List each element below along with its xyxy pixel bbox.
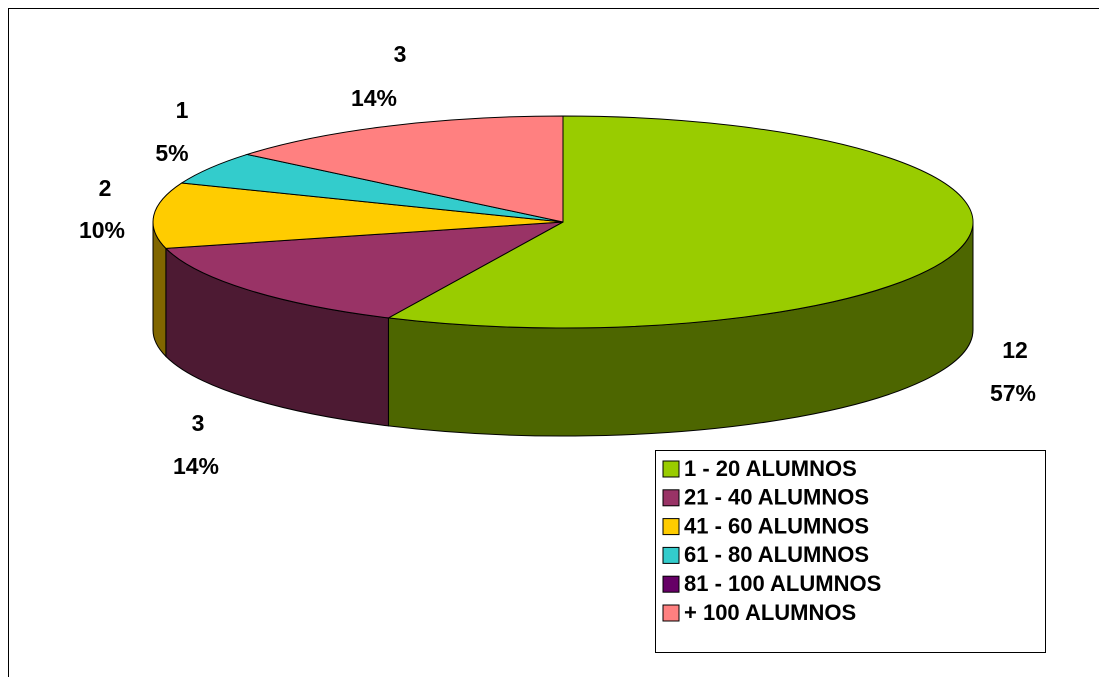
pie-slice xyxy=(152,182,564,249)
legend-swatch xyxy=(662,518,680,536)
legend-swatch xyxy=(662,489,680,507)
data-label-percent: 10% xyxy=(79,217,125,243)
data-label-percent: 14% xyxy=(351,85,397,111)
data-label-count: 1 xyxy=(176,97,189,123)
legend-label: 81 - 100 ALUMNOS xyxy=(684,571,881,596)
legend-swatch xyxy=(662,575,680,593)
legend-swatch xyxy=(662,460,680,478)
legend-swatch xyxy=(662,604,680,622)
data-label-count: 3 xyxy=(192,410,205,436)
pie-slice xyxy=(164,221,564,319)
legend-swatch xyxy=(662,546,680,564)
chart-border xyxy=(8,8,1099,677)
legend-label: 21 - 40 ALUMNOS xyxy=(684,485,869,510)
legend-label: 1 - 20 ALUMNOS xyxy=(684,456,857,481)
data-label-percent: 57% xyxy=(990,380,1036,406)
legend-label: + 100 ALUMNOS xyxy=(684,600,856,625)
data-label-count: 12 xyxy=(1002,337,1028,363)
legend-box xyxy=(655,450,1046,653)
legend-label: 41 - 60 ALUMNOS xyxy=(684,513,869,538)
data-label-count: 2 xyxy=(99,175,112,201)
pie-slice xyxy=(245,115,564,223)
pie-slice xyxy=(386,115,974,329)
legend-label: 61 - 80 ALUMNOS xyxy=(684,542,869,567)
data-label-percent: 5% xyxy=(155,140,188,166)
data-label-count: 3 xyxy=(394,41,407,67)
data-label-percent: 14% xyxy=(173,453,219,479)
